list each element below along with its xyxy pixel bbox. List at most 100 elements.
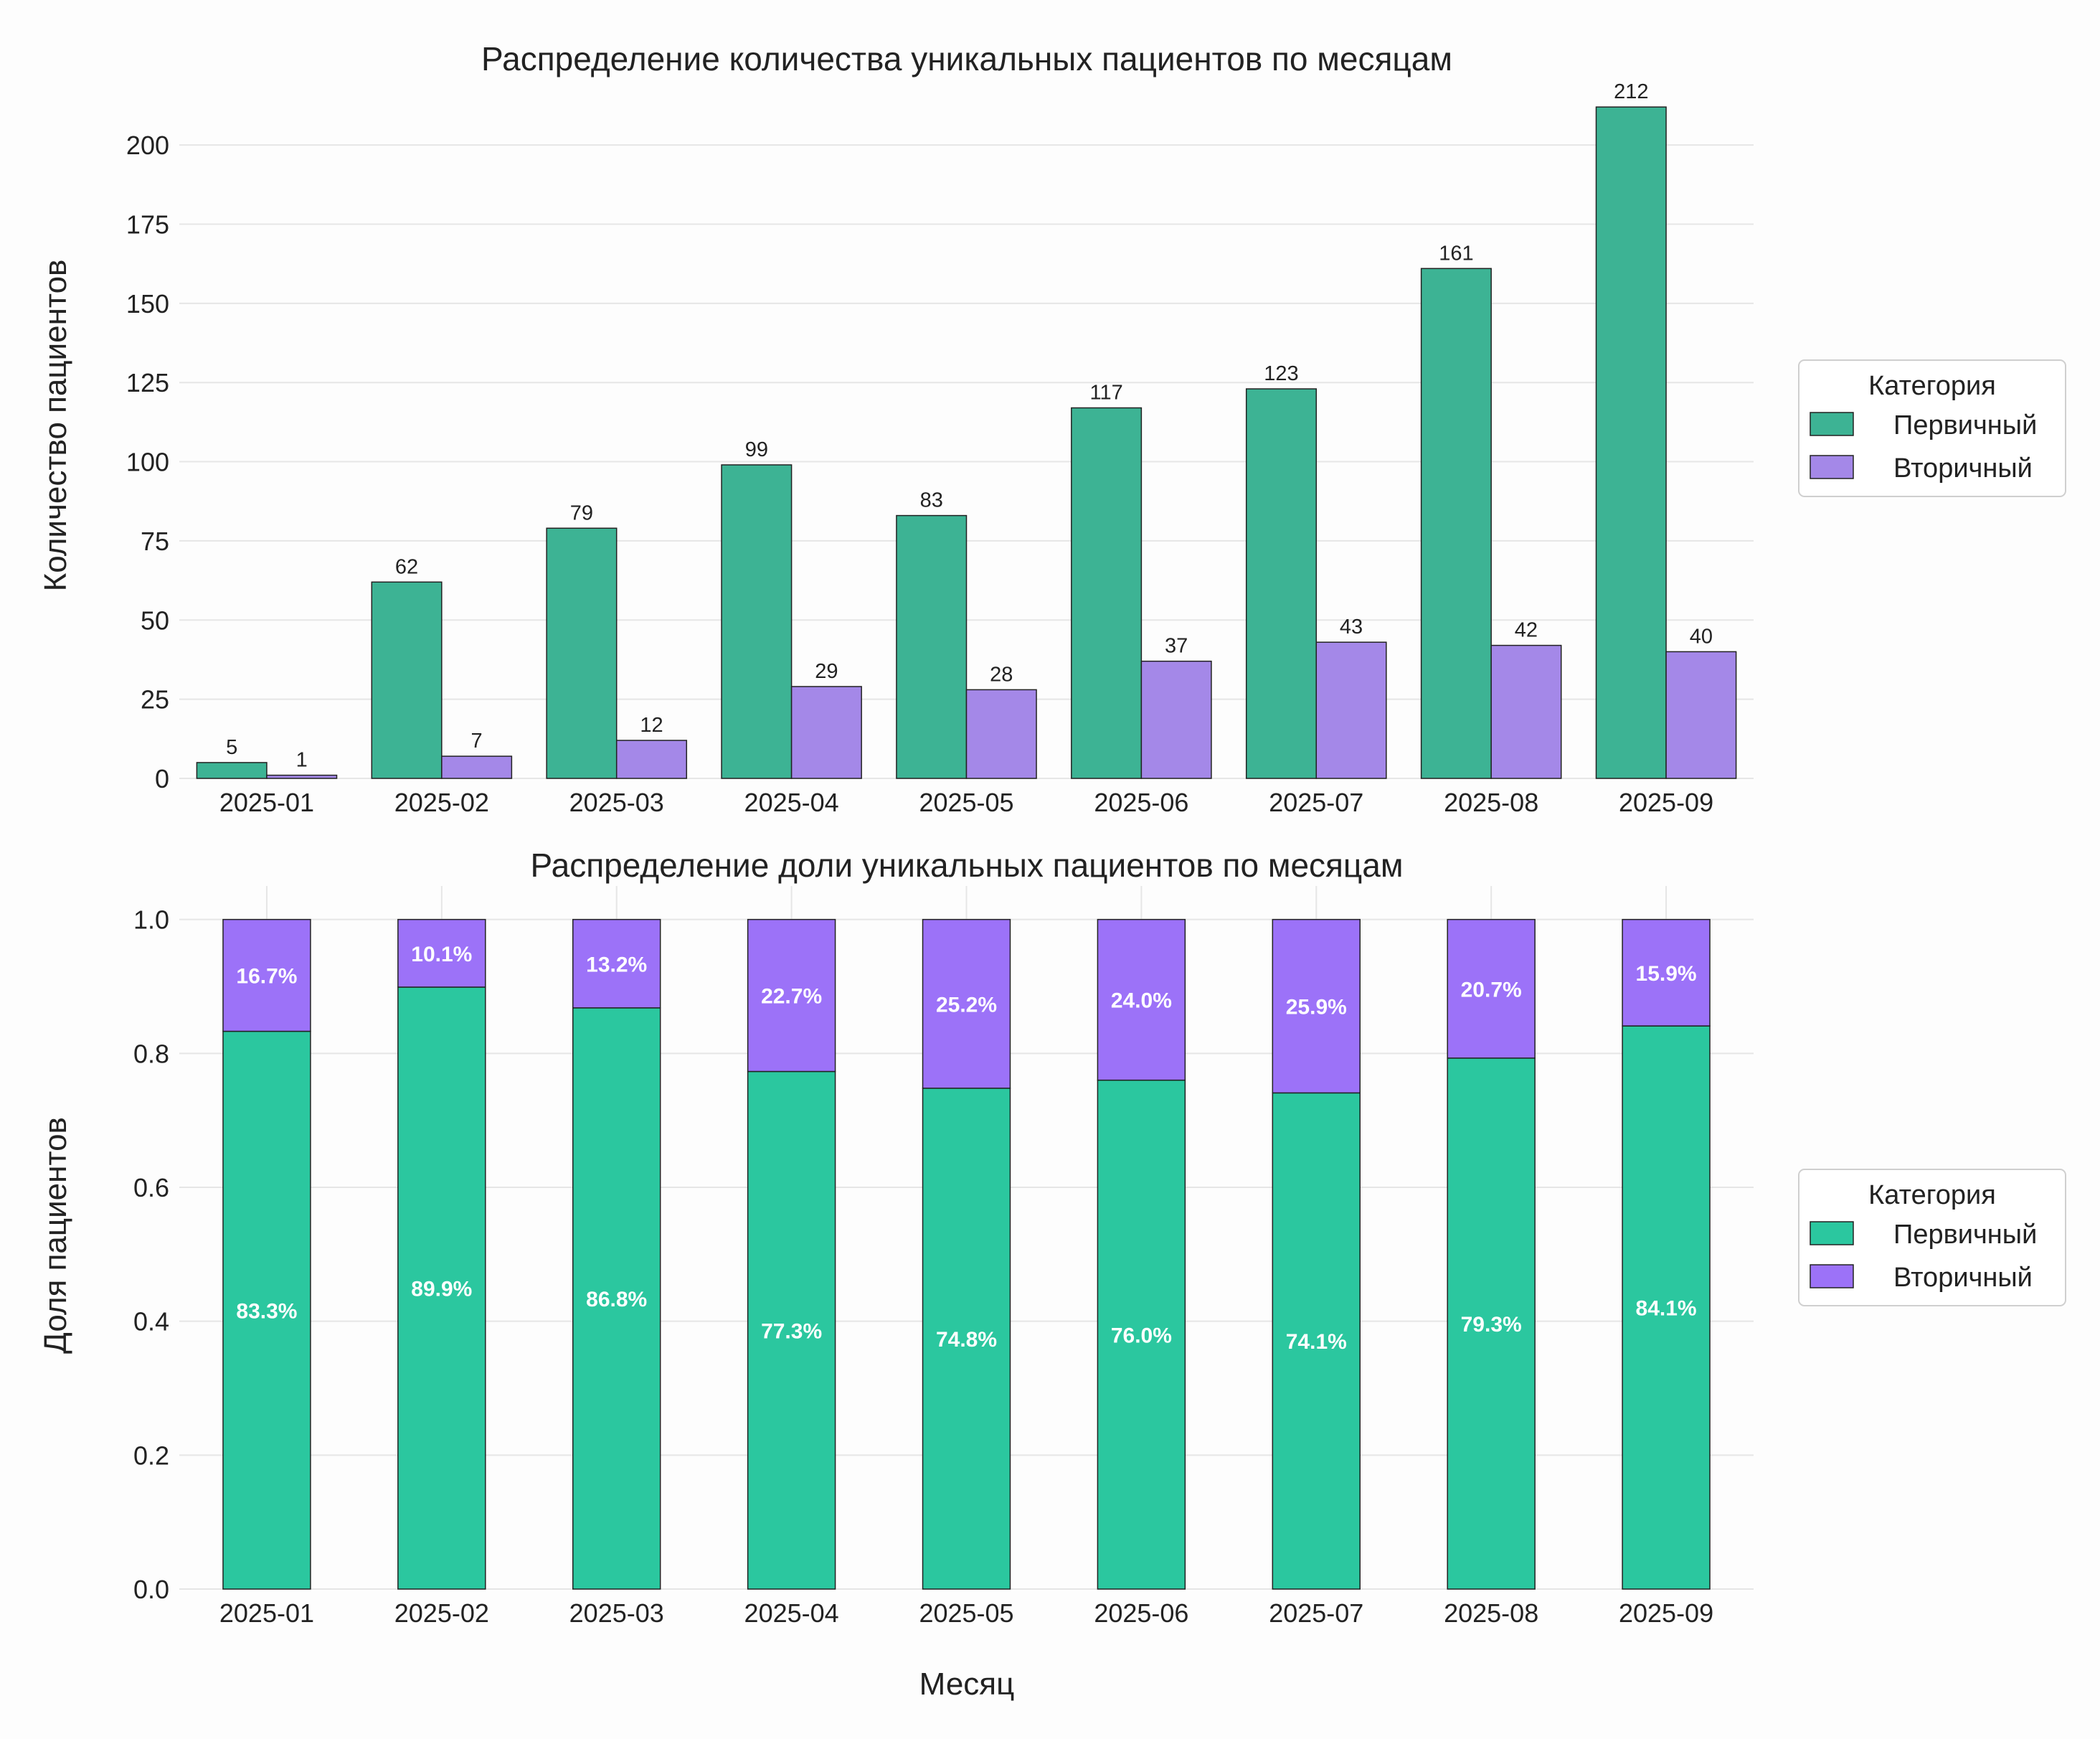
value-label: 42 [1515, 619, 1538, 642]
stacked-bar-secondary [1272, 918, 1361, 1094]
bar-secondary [1665, 651, 1737, 779]
value-label: 123 [1264, 362, 1298, 385]
stacked-bar-secondary [572, 918, 661, 1009]
value-label: 117 [1089, 382, 1122, 405]
bar-secondary [965, 689, 1037, 779]
percent-label: 20.7% [1461, 978, 1522, 1002]
legend-label-primary: Первичный [1893, 410, 2037, 440]
share-chart-bars [222, 918, 1711, 1590]
y-tick-label: 0.4 [133, 1307, 169, 1337]
y-tick-label: 100 [126, 448, 169, 477]
share-chart-x-ticks: 2025-01 2025-02 2025-03 2025-04 2025-05 2025-… [219, 1598, 1713, 1628]
y-tick-label: 125 [126, 368, 169, 397]
bar-secondary [1140, 660, 1212, 779]
bar-primary [371, 581, 443, 779]
share-chart-title: Распределение доли уникальных пациентов … [530, 847, 1403, 884]
y-tick-label: 175 [126, 209, 169, 239]
percent-label: 74.1% [1286, 1330, 1347, 1354]
x-tick-label: 2025-06 [1094, 788, 1188, 817]
value-label: 29 [815, 660, 838, 683]
value-label: 62 [395, 555, 418, 578]
percent-label: 74.8% [936, 1328, 997, 1352]
y-tick-label: 0.2 [133, 1441, 169, 1470]
legend-title: Категория [1868, 1180, 1996, 1210]
share-chart-ylabel: Доля пациентов [38, 1117, 73, 1354]
value-label: 12 [640, 714, 663, 737]
count-chart-value-labels: 5 1 62 7 79 12 99 29 83 28 117 37 123 43 161 42 212 40 [226, 80, 1713, 771]
y-tick-label: 0.0 [133, 1575, 169, 1604]
legend-label-primary: Первичный [1893, 1220, 2037, 1250]
y-tick-label: 25 [141, 685, 169, 715]
percent-label: 15.9% [1636, 962, 1697, 986]
legend-swatch-secondary [1810, 1264, 1854, 1288]
legend-label-secondary: Вторичный [1893, 453, 2033, 484]
stacked-bar-secondary [222, 918, 311, 1032]
bar-primary [1071, 407, 1143, 779]
percent-label: 89.9% [411, 1277, 472, 1301]
bar-primary [1245, 388, 1318, 779]
stacked-bar-primary [1097, 1079, 1186, 1590]
percent-label: 22.7% [761, 985, 822, 1009]
y-tick-label: 50 [141, 605, 169, 635]
count-chart-ylabel: Количество пациентов [38, 260, 73, 592]
x-tick-label: 2025-07 [1269, 788, 1363, 817]
stacked-bar-secondary [397, 918, 486, 988]
percent-label: 86.8% [586, 1288, 647, 1311]
value-label: 37 [1165, 635, 1188, 658]
percent-label: 10.1% [411, 943, 472, 966]
y-tick-label: 0.8 [133, 1039, 169, 1068]
bar-primary [546, 527, 618, 779]
value-label: 79 [570, 501, 593, 524]
stacked-bar-primary [1622, 1025, 1711, 1590]
share-chart-percent-labels: 83.3% 16.7% 89.9% 10.1% 86.8% 13.2% 77.3% 22.7%… [236, 943, 1696, 1354]
stacked-bar-secondary [1097, 918, 1186, 1081]
percent-label: 16.7% [236, 965, 297, 989]
count-chart-bars [196, 106, 1737, 779]
share-chart: Распределение доли уникальных пациентов … [38, 847, 2066, 1702]
value-label: 5 [226, 736, 237, 759]
percent-label: 24.0% [1111, 989, 1172, 1013]
bar-secondary [1490, 644, 1562, 779]
y-tick-label: 200 [126, 131, 169, 160]
count-chart-y-ticks: 0 25 50 75 100 125 150 175 200 [126, 131, 169, 793]
y-tick-label: 1.0 [133, 905, 169, 935]
percent-label: 25.2% [936, 993, 997, 1017]
stacked-bar-primary [1272, 1092, 1361, 1590]
value-label: 212 [1614, 80, 1648, 103]
bar-primary [196, 762, 268, 779]
value-label: 43 [1340, 616, 1363, 638]
bar-secondary [1315, 641, 1387, 779]
y-tick-label: 0 [155, 764, 169, 793]
x-tick-label: 2025-09 [1619, 788, 1713, 817]
stacked-bar-primary [572, 1007, 661, 1590]
share-chart-legend: Категория Первичный Вторичный [1798, 1169, 2066, 1306]
value-label: 28 [990, 663, 1013, 686]
x-tick-label: 2025-08 [1444, 1598, 1538, 1628]
x-tick-label: 2025-03 [569, 1598, 664, 1628]
x-tick-label: 2025-05 [919, 1598, 1013, 1628]
share-chart-xlabel: Месяц [919, 1667, 1015, 1702]
stacked-bar-primary [747, 1070, 836, 1590]
stacked-bar-primary [397, 986, 486, 1590]
stacked-bar-primary [922, 1088, 1011, 1590]
value-label: 99 [745, 438, 768, 461]
x-tick-label: 2025-02 [394, 1598, 489, 1628]
count-chart-x-ticks: 2025-01 2025-02 2025-03 2025-04 2025-05 2025-… [219, 788, 1713, 817]
stacked-bar-primary [222, 1030, 311, 1590]
legend-swatch-primary [1810, 412, 1854, 436]
bar-primary [721, 464, 793, 779]
legend-label-secondary: Вторичный [1893, 1263, 2033, 1293]
percent-label: 77.3% [761, 1319, 822, 1343]
y-tick-label: 0.6 [133, 1173, 169, 1202]
legend-frame [1798, 1169, 2066, 1306]
x-tick-label: 2025-04 [744, 1598, 839, 1628]
y-tick-label: 75 [141, 527, 169, 556]
bar-secondary [790, 686, 862, 779]
value-label: 161 [1439, 242, 1473, 265]
stacked-bar-primary [1447, 1057, 1536, 1590]
value-label: 7 [471, 730, 483, 753]
count-chart-title: Распределение количества уникальных паци… [481, 40, 1452, 77]
x-tick-label: 2025-03 [569, 788, 664, 817]
